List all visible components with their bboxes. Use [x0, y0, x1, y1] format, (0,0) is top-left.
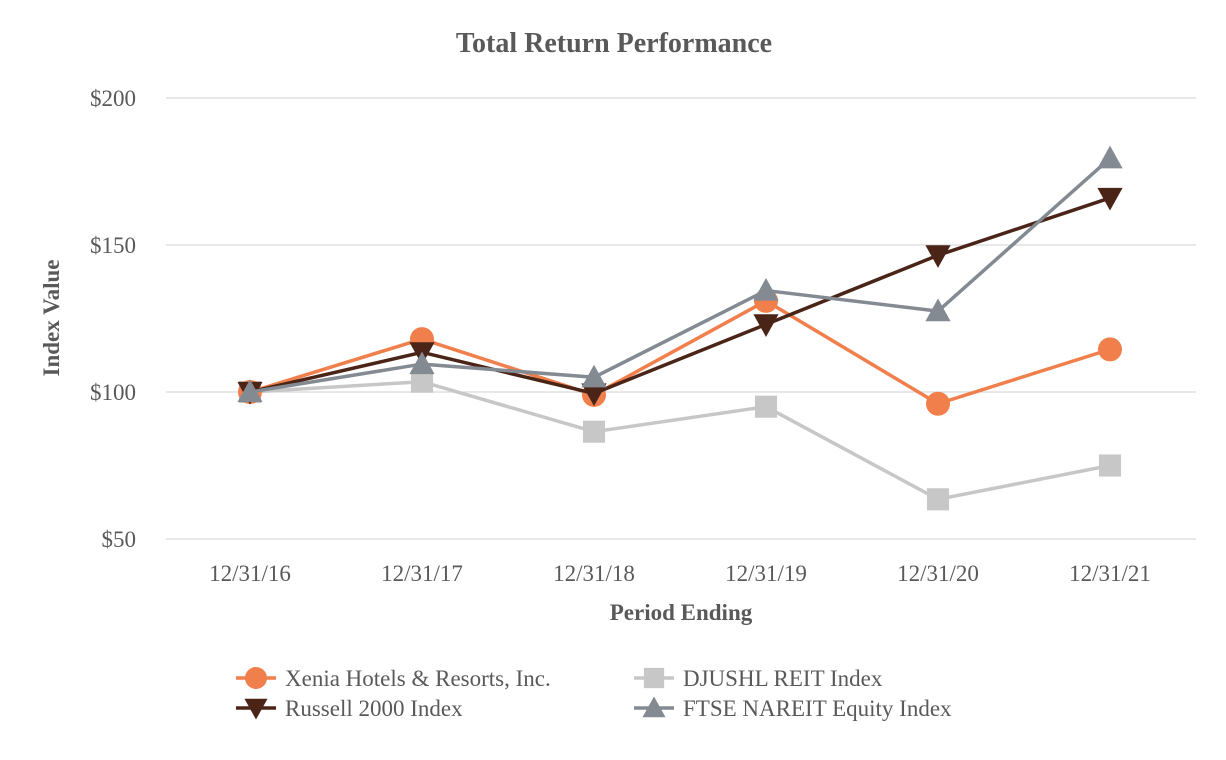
legend-label: Russell 2000 Index [285, 696, 463, 721]
legend-label: Xenia Hotels & Resorts, Inc. [285, 666, 551, 691]
data-point [581, 364, 607, 388]
data-point [1097, 187, 1123, 211]
data-point [409, 351, 435, 375]
series-layer [237, 145, 1123, 511]
data-point [1098, 454, 1122, 477]
x-tick-label: 12/31/19 [725, 561, 807, 586]
x-tick-label: 12/31/16 [209, 561, 291, 586]
legend-label: FTSE NAREIT Equity Index [683, 696, 952, 721]
legend-item: DJUSHL REIT Index [634, 666, 883, 691]
series-xenia-hotels-resorts-inc- [238, 288, 1122, 416]
data-point [754, 395, 778, 418]
y-axis-title: Index Value [39, 260, 64, 377]
y-axis-ticks: $50 $100 $150 $200 [90, 86, 136, 552]
data-point [237, 379, 263, 403]
series-line [249, 156, 1112, 394]
data-point [926, 488, 950, 511]
data-point [1097, 145, 1123, 169]
legend-item: Xenia Hotels & Resorts, Inc. [236, 666, 551, 691]
x-tick-label: 12/31/21 [1069, 561, 1151, 586]
x-axis-ticks: 12/31/16 12/31/17 12/31/18 12/31/19 12/31/20… [209, 561, 1151, 586]
legend: Xenia Hotels & Resorts, Inc. Russell 2000… [236, 666, 952, 721]
y-tick-label: $150 [90, 233, 136, 258]
data-point [926, 391, 950, 416]
x-tick-label: 12/31/18 [553, 561, 635, 586]
chart-title: Total Return Performance [456, 28, 772, 59]
x-tick-label: 12/31/17 [381, 561, 463, 586]
x-tick-label: 12/31/20 [897, 561, 979, 586]
legend-label: DJUSHL REIT Index [683, 666, 883, 691]
legend-item: Russell 2000 Index [236, 696, 463, 721]
series-ftse-nareit-equity-index [237, 145, 1123, 403]
y-tick-label: $100 [90, 380, 136, 405]
series-line [249, 379, 1111, 502]
y-tick-label: $50 [102, 527, 137, 552]
data-point [582, 420, 606, 443]
gridlines [166, 97, 1196, 540]
data-point [753, 314, 779, 337]
series-line [249, 196, 1111, 396]
legend-marker [244, 698, 268, 720]
legend-item: FTSE NAREIT Equity Index [634, 696, 952, 721]
legend-marker [245, 667, 267, 689]
legend-marker [642, 696, 666, 718]
data-point [410, 370, 434, 393]
data-point [925, 245, 951, 268]
data-point [753, 277, 779, 301]
x-axis-title: Period Ending [610, 600, 753, 625]
data-point [581, 383, 607, 407]
y-tick-label: $200 [90, 86, 136, 111]
data-point [1098, 337, 1122, 362]
data-point [925, 298, 951, 322]
legend-marker [643, 667, 665, 689]
series-line [249, 299, 1111, 406]
